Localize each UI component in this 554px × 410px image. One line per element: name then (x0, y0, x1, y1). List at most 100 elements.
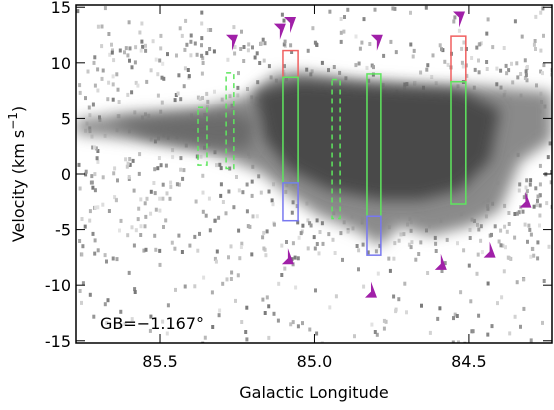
emission-tail (110, 112, 255, 150)
speckle (320, 221, 324, 226)
speckle (240, 241, 244, 246)
speckle (201, 61, 205, 65)
speckle (116, 178, 119, 183)
speckle (78, 83, 82, 88)
speckle (205, 51, 209, 56)
speckle (262, 230, 266, 235)
speckle (468, 236, 472, 240)
speckle (443, 59, 447, 64)
speckle (407, 242, 411, 247)
speckle (156, 166, 160, 171)
speckle (161, 182, 165, 187)
speckle (179, 156, 183, 161)
speckle (200, 71, 204, 76)
speckle (229, 277, 233, 281)
speckle (301, 223, 305, 228)
speckle (164, 218, 168, 223)
speckle (475, 271, 479, 276)
speckle (182, 168, 186, 173)
speckle (201, 96, 204, 100)
speckle (291, 241, 295, 246)
speckle (140, 39, 144, 44)
speckle (507, 68, 511, 73)
speckle (111, 256, 115, 261)
speckle (528, 227, 532, 232)
speckle (504, 63, 508, 68)
speckle (506, 255, 510, 260)
speckle (88, 218, 92, 223)
speckle (193, 284, 197, 289)
speckle (181, 176, 185, 181)
speckle (261, 235, 265, 240)
speckle (306, 48, 310, 53)
speckle (158, 58, 162, 63)
speckle (392, 256, 396, 261)
speckle (158, 208, 162, 213)
speckle (517, 210, 521, 215)
speckle (84, 172, 88, 177)
speckle (123, 321, 127, 326)
speckle (183, 47, 187, 52)
x-tick-label: 84.5 (451, 352, 487, 371)
speckle (505, 71, 509, 76)
speckle (130, 65, 134, 70)
speckle (226, 57, 230, 62)
speckle (137, 206, 141, 211)
speckle (178, 26, 182, 31)
speckle (523, 222, 527, 227)
speckle (366, 250, 370, 255)
speckle (460, 60, 464, 65)
speckle (468, 227, 472, 232)
speckle (125, 164, 129, 169)
speckle (353, 334, 356, 339)
speckle (525, 178, 529, 183)
speckle (245, 209, 249, 214)
speckle (452, 316, 455, 321)
speckle (290, 50, 294, 54)
speckle (207, 196, 211, 201)
speckle (476, 222, 479, 227)
speckle (96, 149, 100, 153)
speckle (477, 313, 481, 318)
speckle (208, 228, 212, 233)
speckle (200, 36, 204, 41)
speckle (95, 156, 99, 161)
speckle (126, 53, 130, 58)
speckle (149, 189, 153, 194)
speckle (318, 230, 322, 234)
speckle (244, 330, 248, 334)
speckle (130, 225, 134, 230)
speckle (92, 145, 96, 150)
speckle (534, 47, 537, 51)
speckle (477, 70, 481, 75)
speckle (183, 66, 187, 71)
speckle (88, 292, 92, 297)
speckle (446, 62, 450, 67)
speckle (315, 218, 319, 223)
speckle (221, 281, 225, 286)
speckle (180, 33, 184, 38)
speckle (91, 231, 95, 236)
speckle (255, 51, 259, 56)
speckle (525, 189, 529, 193)
speckle (80, 217, 84, 221)
speckle (291, 262, 295, 267)
speckle (297, 235, 301, 240)
speckle (78, 239, 82, 243)
region-box (282, 182, 299, 222)
speckle (267, 64, 271, 69)
speckle (332, 65, 336, 69)
speckle (525, 78, 529, 83)
speckle (103, 6, 107, 11)
speckle (236, 93, 240, 98)
speckle (272, 311, 276, 316)
speckle (162, 225, 165, 229)
speckle (549, 180, 552, 185)
speckle (409, 245, 413, 250)
speckle (83, 224, 87, 229)
speckle (217, 313, 221, 318)
speckle (228, 166, 232, 171)
speckle (145, 79, 149, 84)
speckle (309, 223, 313, 228)
speckle (368, 42, 372, 46)
